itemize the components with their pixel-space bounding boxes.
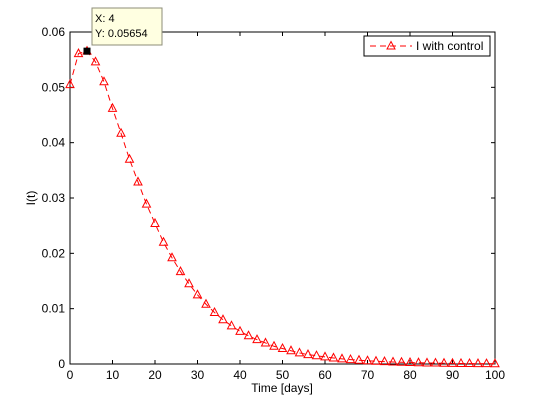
y-tick-label: 0.03: [42, 191, 66, 205]
data-point-marker[interactable]: [235, 325, 245, 335]
data-point-marker[interactable]: [328, 352, 339, 362]
data-point-marker[interactable]: [226, 320, 237, 330]
data-point-marker[interactable]: [396, 356, 407, 366]
data-tip-box: [91, 7, 163, 46]
data-point-marker[interactable]: [201, 298, 211, 308]
data-point-marker[interactable]: [73, 48, 84, 58]
data-point-marker[interactable]: [141, 198, 152, 208]
data-tip-x-text: X: 4: [95, 13, 115, 25]
data-point-marker[interactable]: [447, 357, 458, 367]
data-tip-y-text: Y: 0.05654: [95, 28, 148, 40]
x-tick-label: 10: [106, 368, 120, 382]
data-point-marker[interactable]: [354, 354, 364, 364]
y-tick-label: 0.01: [42, 302, 66, 316]
data-point-marker[interactable]: [430, 357, 441, 367]
x-tick-label: 60: [318, 368, 332, 382]
data-point-marker[interactable]: [422, 357, 432, 367]
data-point-marker[interactable]: [337, 353, 347, 363]
x-axis-label: Time [days]: [251, 381, 313, 395]
data-point-marker[interactable]: [311, 350, 322, 360]
x-tick-label: 30: [191, 368, 205, 382]
data-point-marker[interactable]: [379, 356, 390, 366]
data-point-marker[interactable]: [371, 355, 381, 365]
data-point-marker[interactable]: [243, 330, 254, 340]
data-point-marker[interactable]: [345, 354, 356, 364]
data-point-marker[interactable]: [439, 357, 449, 367]
data-point-marker[interactable]: [167, 252, 177, 262]
data-point-marker[interactable]: [464, 357, 475, 368]
data-point-marker[interactable]: [456, 357, 466, 367]
y-tick-label: 0.06: [42, 25, 66, 39]
y-tick-label: 0.02: [42, 246, 66, 260]
data-point-marker[interactable]: [133, 176, 143, 186]
tick-labels: 0 10 20 30 40 50 60 70 80 90 100 0 0.01 0.02 0.03 0.04 0…: [42, 25, 506, 382]
x-tick-label: 0: [67, 368, 74, 382]
data-point-marker[interactable]: [405, 356, 415, 367]
data-point-marker[interactable]: [260, 337, 271, 347]
x-tick-label: 80: [403, 368, 417, 382]
axis-ticks: [69, 31, 496, 365]
data-point-marker[interactable]: [107, 102, 118, 112]
data-point-marker[interactable]: [99, 76, 109, 86]
data-point-marker[interactable]: [481, 358, 492, 368]
x-tick-label: 70: [361, 368, 375, 382]
x-tick-label: 40: [233, 368, 247, 382]
data-point-marker[interactable]: [209, 306, 220, 317]
legend-marker-triangle-icon: [386, 40, 396, 50]
data-point-marker[interactable]: [192, 289, 203, 299]
data-point-marker[interactable]: [184, 278, 194, 288]
data-tip-marker[interactable]: [83, 47, 91, 55]
data-point-marker[interactable]: [116, 127, 126, 137]
data-point-marker[interactable]: [90, 56, 101, 66]
x-tick-label: 20: [148, 368, 162, 382]
data-point-marker[interactable]: [490, 358, 500, 368]
data-point-marker[interactable]: [362, 355, 373, 365]
data-point-marker[interactable]: [277, 342, 288, 353]
data-point-marker[interactable]: [303, 349, 313, 359]
data-point-marker[interactable]: [158, 236, 169, 246]
data-point-marker[interactable]: [294, 347, 305, 357]
data-point-marker[interactable]: [269, 340, 279, 350]
data-point-marker[interactable]: [175, 266, 186, 276]
data-point-marker[interactable]: [413, 357, 424, 367]
legend[interactable]: I with control: [363, 35, 491, 57]
data-point-marker[interactable]: [124, 153, 135, 163]
data-point-marker[interactable]: [150, 217, 160, 227]
data-point-marker[interactable]: [252, 334, 262, 344]
plot-area: [69, 31, 496, 365]
data-point-marker[interactable]: [218, 314, 228, 324]
x-tick-label: 100: [485, 368, 505, 382]
legend-label: I with control: [416, 39, 483, 53]
x-tick-label: 90: [446, 368, 460, 382]
y-axis-label: I(t): [24, 191, 38, 206]
data-point-marker[interactable]: [388, 356, 398, 366]
y-tick-label: 0.04: [42, 136, 66, 150]
x-tick-label: 50: [276, 368, 290, 382]
data-point-marker[interactable]: [65, 79, 75, 89]
legend-box: [363, 35, 491, 57]
data-point-marker[interactable]: [473, 358, 483, 368]
data-point-marker[interactable]: [286, 345, 296, 355]
y-tick-label: 0.05: [42, 80, 66, 94]
y-tick-label: 0: [58, 357, 65, 371]
data-tip[interactable]: X: 4 Y: 0.05654: [83, 7, 163, 55]
data-point-marker[interactable]: [320, 351, 330, 361]
